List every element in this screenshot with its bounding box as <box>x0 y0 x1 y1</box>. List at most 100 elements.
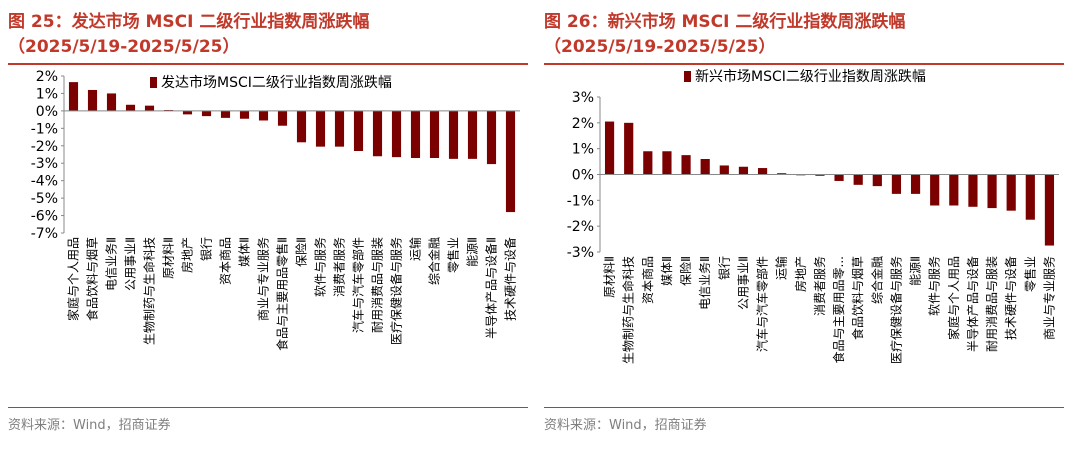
bar <box>987 174 997 209</box>
bar <box>757 168 768 175</box>
bar <box>681 155 691 175</box>
bar <box>391 110 402 158</box>
bar <box>410 110 421 158</box>
y-tick-label: -3% <box>31 156 58 172</box>
left-figure: 图 25：发达市场 MSCI 二级行业指数周涨跌幅 （2025/5/19-202… <box>8 0 540 449</box>
y-tick-label: 1% <box>572 142 594 158</box>
bar <box>1044 174 1055 246</box>
bar <box>930 174 940 206</box>
bar <box>296 110 307 143</box>
bar <box>68 82 79 111</box>
category-label: 银行 <box>717 256 731 280</box>
category-label: 软件与服务 <box>927 256 942 316</box>
category-label: 家庭与个人用品 <box>66 237 81 321</box>
bar <box>891 174 902 194</box>
bar <box>968 174 978 207</box>
category-label: 能源Ⅱ <box>466 237 480 267</box>
bar <box>467 110 478 159</box>
bar <box>1025 174 1035 220</box>
legend: 新兴市场MSCI二级行业指数周涨跌幅 <box>684 68 926 85</box>
category-label: 原材料Ⅱ <box>603 256 617 298</box>
bar <box>258 110 269 121</box>
figure-title: 图 25：发达市场 MSCI 二级行业指数周涨跌幅 （2025/5/19-202… <box>8 10 528 60</box>
category-label: 食品与主要用品零售Ⅱ <box>275 237 290 351</box>
bar <box>106 93 117 111</box>
bar <box>277 110 288 126</box>
category-label: 综合金融 <box>427 237 442 285</box>
bar <box>87 89 98 111</box>
bar <box>505 110 516 213</box>
bar <box>949 174 959 206</box>
bar-chart: 2%1% 0%-1% -2%-3% -4%-5% -6%-7% 家庭与个人用品 食品饮料与烟… <box>31 69 520 351</box>
category-label: 家庭与个人用品 <box>946 256 961 340</box>
bar <box>662 151 672 175</box>
category-label: 零售业 <box>1022 256 1037 292</box>
bar <box>144 105 155 111</box>
category-label: 消费者服务 <box>332 237 347 297</box>
category-label: 银行 <box>200 237 214 261</box>
y-tick-label: 2% <box>36 69 58 85</box>
legend-label: 新兴市场MSCI二级行业指数周涨跌幅 <box>695 68 926 85</box>
category-label: 半导体产品与设备 <box>966 256 980 352</box>
bar <box>201 110 212 117</box>
category-label: 资本商品 <box>218 237 233 285</box>
bar <box>334 110 345 147</box>
y-tick-label: 0% <box>36 104 58 120</box>
figure-title-line2: （2025/5/19-2025/5/25） <box>8 37 240 57</box>
bar <box>239 110 250 119</box>
category-label: 半导体产品与设备Ⅱ <box>485 237 499 339</box>
source-note: 资料来源：Wind，招商证券 <box>544 418 707 433</box>
category-label: 消费者服务 <box>812 256 827 316</box>
category-label: 耐用消费品与服装 <box>985 256 999 352</box>
y-tick-label: -3% <box>567 245 594 261</box>
category-label: 医疗保健设备与服务 <box>888 256 903 364</box>
bar <box>353 110 364 152</box>
y-tick-label: -1% <box>31 121 58 137</box>
category-label: 保险Ⅱ <box>294 237 309 267</box>
y-tick-label: -2% <box>31 139 58 155</box>
bar <box>486 110 497 165</box>
legend-swatch <box>684 71 691 82</box>
category-label: 资本商品 <box>640 256 655 304</box>
category-label: 食品饮料与烟草 <box>85 237 100 321</box>
category-label: 食品饮料与烟草 <box>850 256 865 340</box>
category-label: 原材料Ⅱ <box>162 237 176 279</box>
bar <box>872 174 882 187</box>
category-label: 汽车与汽车零部件 <box>755 256 770 352</box>
category-label: 运输 <box>408 237 423 261</box>
category-label: 房地产 <box>180 237 195 273</box>
category-label: 软件与服务 <box>313 237 328 297</box>
category-label: 汽车与汽车零部件 <box>351 237 366 333</box>
category-label: 公用事业Ⅱ <box>124 237 138 291</box>
category-label: 综合金融 <box>869 256 884 304</box>
bar <box>220 110 231 118</box>
category-label: 技术硬件与设备 <box>504 237 518 321</box>
source-divider <box>544 407 1064 408</box>
category-label: 零售业 <box>446 237 461 273</box>
source-divider <box>8 407 528 408</box>
bar <box>315 110 326 147</box>
bar <box>815 174 825 176</box>
category-label: 食品与主要用品零... <box>831 256 846 363</box>
category-label: 公用事业Ⅱ <box>736 256 750 310</box>
y-tick-label: -7% <box>31 226 58 242</box>
bar <box>834 174 844 181</box>
bar <box>738 166 749 175</box>
bar <box>719 165 729 175</box>
category-label: 医疗保健设备与服务 <box>389 237 404 345</box>
y-tick-label: 2% <box>572 116 594 132</box>
y-tick-label: -4% <box>31 174 58 190</box>
figure-title-line1: 图 25：发达市场 MSCI 二级行业指数周涨跌幅 <box>8 12 370 32</box>
bar <box>429 110 440 158</box>
bar <box>910 174 921 194</box>
category-label: 耐用消费品与服装 <box>371 237 385 333</box>
legend-label: 发达市场MSCI二级行业指数周涨跌幅 <box>161 74 392 91</box>
figure-title-line2: （2025/5/19-2025/5/25） <box>544 37 776 57</box>
category-label: 保险Ⅱ <box>678 256 693 286</box>
legend-swatch <box>150 77 157 88</box>
category-label: 房地产 <box>793 256 808 292</box>
bar <box>700 159 710 175</box>
title-divider <box>8 63 528 65</box>
category-label: 技术硬件与设备 <box>1004 256 1018 340</box>
category-label: 生物制药与生命科技 <box>621 256 636 364</box>
